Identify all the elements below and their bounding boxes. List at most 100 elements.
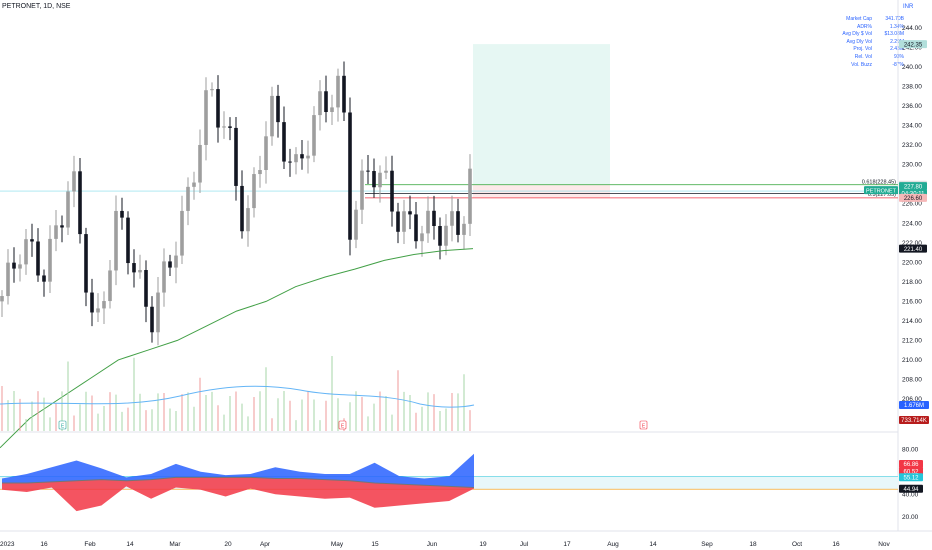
candle-body[interactable] (180, 210, 184, 256)
candle-body[interactable] (156, 292, 160, 333)
candle-body[interactable] (468, 168, 472, 224)
candle-body[interactable] (0, 296, 4, 302)
candle-body[interactable] (60, 225, 64, 228)
earnings-marker[interactable] (338, 420, 347, 430)
candle-body[interactable] (450, 211, 454, 226)
candle-body[interactable] (192, 182, 196, 187)
candle-body[interactable] (114, 210, 118, 271)
candle-body[interactable] (456, 211, 460, 235)
candle-body[interactable] (414, 214, 418, 242)
candle-body[interactable] (252, 174, 256, 209)
candle-body[interactable] (384, 170, 388, 173)
candle-body[interactable] (258, 169, 262, 175)
candle-body[interactable] (402, 211, 406, 232)
candle-body[interactable] (444, 225, 448, 246)
candle-body[interactable] (330, 107, 334, 113)
candle-body[interactable] (54, 225, 58, 239)
candle-body[interactable] (138, 270, 142, 273)
candle-body[interactable] (132, 263, 136, 273)
candle-body[interactable] (462, 223, 466, 235)
candle-body[interactable] (108, 270, 112, 302)
price-tick-label: 224.00 (902, 220, 922, 227)
candle-body[interactable] (396, 211, 400, 232)
candle-body[interactable] (162, 261, 166, 293)
candle-body[interactable] (84, 234, 88, 293)
price-tick-label: 206.00 (902, 396, 922, 403)
candle-body[interactable] (78, 171, 82, 235)
candle-body[interactable] (168, 261, 172, 268)
candle-body[interactable] (246, 208, 250, 232)
osc-badge (899, 460, 923, 469)
candle-body[interactable] (390, 170, 394, 212)
candle-body[interactable] (336, 75, 340, 108)
stat-label: Avg Dly $ Vol (842, 31, 872, 38)
candle-body[interactable] (360, 170, 364, 210)
candle-body[interactable] (408, 211, 412, 215)
volume-badge (899, 416, 929, 424)
target-zone[interactable] (473, 44, 610, 185)
earnings-marker[interactable] (58, 420, 67, 430)
candle-body[interactable] (96, 308, 100, 313)
candle-body[interactable] (264, 136, 268, 170)
candle-body[interactable] (204, 90, 208, 145)
candle-body[interactable] (24, 239, 28, 265)
candle-body[interactable] (150, 306, 154, 333)
candle-body[interactable] (48, 238, 52, 282)
stat-value: 341.70B (885, 16, 904, 22)
candle-body[interactable] (270, 95, 274, 137)
stat-label: Proj. Vol (853, 46, 872, 53)
candle-body[interactable] (126, 217, 130, 264)
symbol-title[interactable]: PETRONET, 1D, NSE (2, 3, 71, 10)
earnings-marker-label: E (341, 424, 345, 430)
candle-body[interactable] (6, 262, 10, 297)
candle-body[interactable] (12, 262, 16, 269)
time-tick-label: Sep (701, 541, 713, 548)
candle-body[interactable] (174, 255, 178, 268)
oscillator-lower-fill (2, 477, 474, 512)
candle-body[interactable] (18, 264, 22, 269)
candle-body[interactable] (420, 233, 424, 242)
candle-body[interactable] (282, 122, 286, 162)
candle-body[interactable] (288, 161, 292, 163)
candle-body[interactable] (300, 154, 304, 159)
candle-body[interactable] (102, 301, 106, 309)
candle-body[interactable] (90, 292, 94, 313)
candle-body[interactable] (372, 171, 376, 188)
candle-body[interactable] (438, 226, 442, 246)
candle-body[interactable] (318, 91, 322, 116)
earnings-marker[interactable] (639, 420, 648, 430)
candle-body[interactable] (228, 126, 232, 128)
currency-label: INR (903, 4, 914, 10)
candle-body[interactable] (36, 241, 40, 276)
candle-body[interactable] (72, 171, 76, 192)
candle-body[interactable] (312, 115, 316, 156)
candle-body[interactable] (354, 209, 358, 240)
price-badge-label: 242.35 (904, 42, 923, 48)
candle-body[interactable] (342, 75, 346, 113)
candle-body[interactable] (432, 210, 436, 227)
candle-body[interactable] (294, 154, 298, 163)
candle-body[interactable] (306, 155, 310, 159)
candle-body[interactable] (426, 210, 430, 234)
candle-body[interactable] (324, 91, 328, 113)
candle-body[interactable] (234, 127, 238, 186)
candle-body[interactable] (378, 172, 382, 188)
candle-body[interactable] (42, 275, 46, 282)
candle-body[interactable] (198, 144, 202, 183)
candle-body[interactable] (186, 186, 190, 211)
candle-body[interactable] (240, 185, 244, 232)
candle-body[interactable] (210, 89, 214, 91)
candle-body[interactable] (222, 126, 226, 128)
candle-body[interactable] (366, 170, 370, 172)
time-tick-label: May (331, 541, 344, 548)
candle-body[interactable] (144, 270, 148, 307)
candle-body[interactable] (276, 95, 280, 123)
stat-row: ADR% 1.34% (836, 24, 904, 32)
candle-body[interactable] (66, 191, 70, 228)
candle-body[interactable] (348, 112, 352, 240)
candle-body[interactable] (120, 210, 124, 218)
candle-body[interactable] (216, 89, 220, 128)
stat-row: Avg Dly Vol 2.29M (836, 39, 904, 47)
candle-body[interactable] (30, 239, 34, 242)
